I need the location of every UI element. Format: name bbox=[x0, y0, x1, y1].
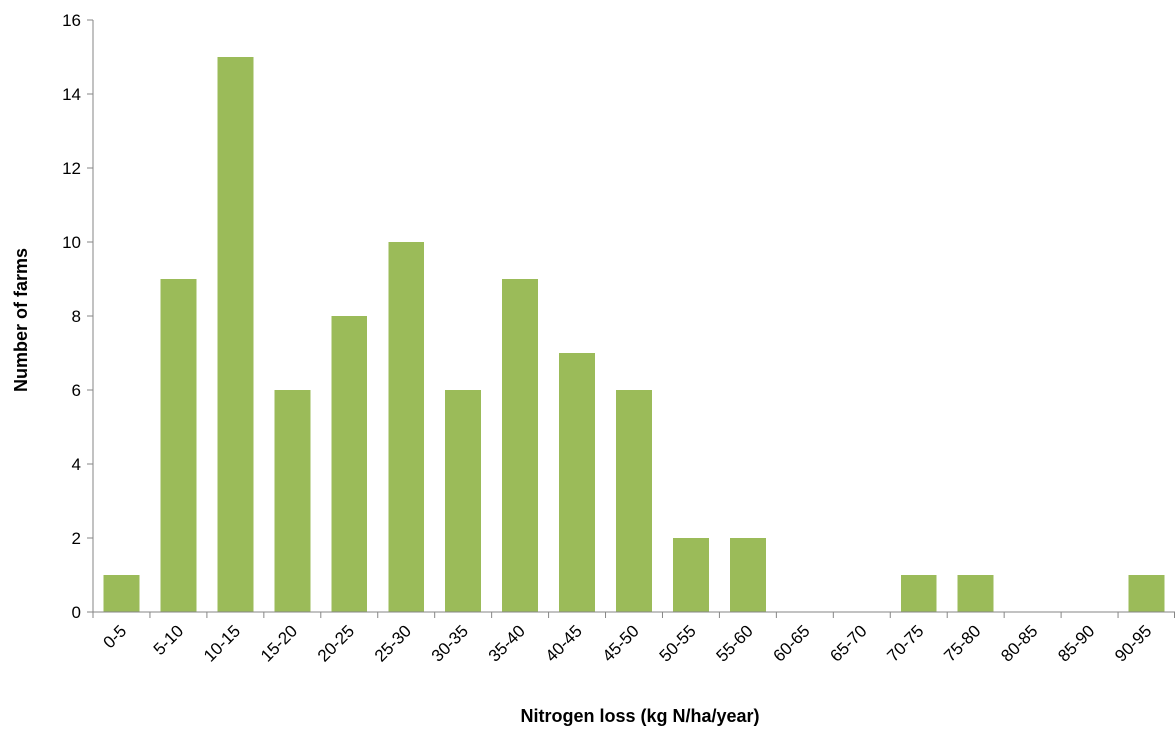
bar-35-40 bbox=[502, 279, 539, 612]
y-ticks-group: 0 2 4 6 8 10 12 14 16 bbox=[62, 11, 93, 622]
bar-20-25 bbox=[331, 316, 368, 612]
bar-25-30 bbox=[388, 242, 425, 612]
bar-0-5 bbox=[103, 575, 140, 612]
y-tick-label: 2 bbox=[72, 529, 81, 548]
bar-55-60 bbox=[729, 538, 766, 612]
x-tick-label: 50-55 bbox=[656, 621, 700, 665]
y-tick-label: 14 bbox=[62, 85, 81, 104]
x-tick-label: 75-80 bbox=[940, 621, 984, 665]
y-tick-label: 0 bbox=[72, 603, 81, 622]
bar-90-95 bbox=[1128, 575, 1165, 612]
x-tick-label: 45-50 bbox=[599, 621, 643, 665]
x-tick-label: 60-65 bbox=[769, 621, 813, 665]
x-tick-label: 20-25 bbox=[314, 621, 358, 665]
y-tick-label: 10 bbox=[62, 233, 81, 252]
x-tick-label: 65-70 bbox=[826, 621, 870, 665]
y-tick-label: 12 bbox=[62, 159, 81, 178]
x-tick-label: 40-45 bbox=[542, 621, 586, 665]
x-tick-label: 35-40 bbox=[485, 621, 529, 665]
x-tick-label: 30-35 bbox=[428, 621, 472, 665]
x-ticks-group: 0-5 5-10 10-15 15-20 20-25 25-30 30-35 35-40 40-… bbox=[92, 612, 1175, 666]
bar-5-10 bbox=[160, 279, 197, 612]
y-tick-label: 4 bbox=[72, 455, 81, 474]
x-tick-label: 80-85 bbox=[997, 621, 1041, 665]
bar-70-75 bbox=[900, 575, 937, 612]
y-tick-label: 16 bbox=[62, 11, 81, 30]
x-axis-title: Nitrogen loss (kg N/ha/year) bbox=[520, 706, 759, 726]
bar-30-35 bbox=[445, 390, 482, 612]
y-tick-label: 8 bbox=[72, 307, 81, 326]
bar-50-55 bbox=[673, 538, 709, 612]
bar-75-80 bbox=[957, 575, 994, 612]
x-tick-label: 15-20 bbox=[257, 621, 301, 665]
x-tick-label: 90-95 bbox=[1111, 621, 1155, 665]
x-tick-label: 85-90 bbox=[1054, 621, 1098, 665]
bars-group bbox=[103, 57, 1165, 612]
y-axis-title: Number of farms bbox=[11, 248, 31, 392]
x-tick-label: 25-30 bbox=[371, 621, 415, 665]
bar-45-50 bbox=[616, 390, 652, 612]
x-tick-label: 10-15 bbox=[200, 621, 244, 665]
x-tick-label: 5-10 bbox=[150, 621, 187, 658]
bar-15-20 bbox=[274, 390, 311, 612]
x-tick-label: 0-5 bbox=[99, 621, 130, 652]
bar-10-15 bbox=[217, 57, 254, 612]
x-tick-label: 55-60 bbox=[713, 621, 757, 665]
x-tick-label: 70-75 bbox=[883, 621, 927, 665]
y-tick-label: 6 bbox=[72, 381, 81, 400]
bar-40-45 bbox=[559, 353, 595, 612]
